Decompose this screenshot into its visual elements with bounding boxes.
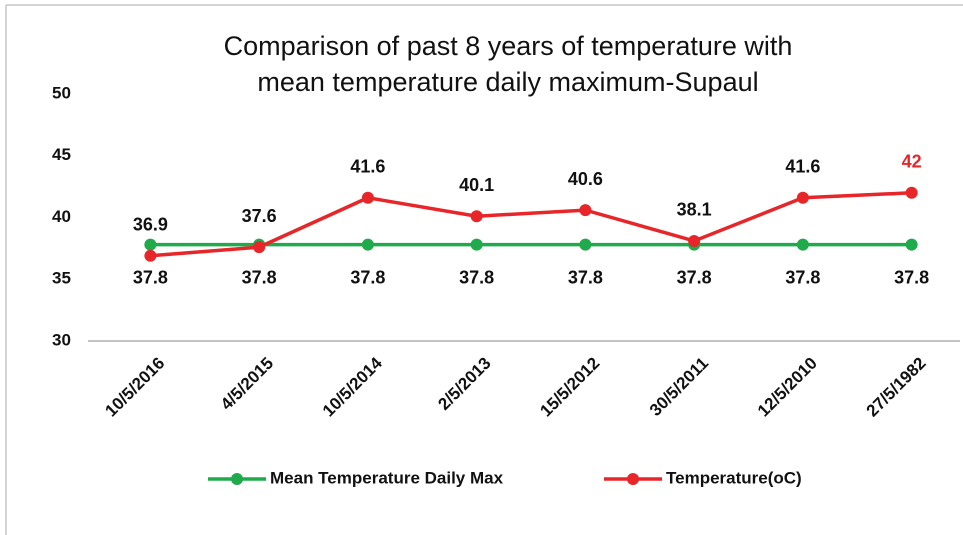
data-label: 40.6	[568, 169, 603, 189]
legend-marker	[231, 473, 243, 485]
point	[796, 191, 809, 204]
data-label: 37.8	[242, 267, 277, 287]
y-tick-label: 35	[52, 269, 71, 288]
point	[905, 186, 918, 199]
data-label: 41.6	[350, 156, 385, 176]
data-label: 37.8	[677, 267, 712, 287]
legend-label: Temperature(oC)	[666, 468, 802, 487]
point	[796, 238, 809, 251]
data-label: 37.8	[133, 267, 168, 287]
point	[470, 210, 483, 223]
y-tick-label: 30	[52, 330, 71, 349]
legend-marker	[627, 473, 639, 485]
point	[144, 249, 157, 262]
point	[579, 204, 592, 217]
data-label: 38.1	[677, 200, 712, 220]
point	[905, 238, 918, 251]
data-label: 37.6	[242, 206, 277, 226]
data-label: 37.8	[459, 267, 494, 287]
y-tick-label: 40	[52, 207, 71, 226]
series-line	[150, 191, 912, 258]
y-tick-label: 50	[52, 83, 71, 102]
data-label: 42	[902, 152, 922, 172]
point	[579, 238, 592, 251]
data-label: 37.8	[350, 267, 385, 287]
point	[361, 191, 374, 204]
data-label: 41.6	[785, 156, 820, 176]
data-label: 40.1	[459, 175, 494, 195]
chart-title: Comparison of past 8 years of temperatur…	[224, 31, 793, 61]
point	[144, 238, 157, 251]
point	[361, 238, 374, 251]
data-label: 36.9	[133, 215, 168, 235]
data-label: 37.8	[568, 267, 603, 287]
point	[253, 241, 266, 254]
point	[470, 238, 483, 251]
legend-label: Mean Temperature Daily Max	[270, 468, 504, 487]
y-tick-label: 45	[52, 145, 71, 164]
chart-title: mean temperature daily maximum-Supaul	[257, 67, 758, 97]
data-label: 37.8	[785, 267, 820, 287]
data-label: 37.8	[894, 267, 929, 287]
point	[688, 234, 701, 247]
